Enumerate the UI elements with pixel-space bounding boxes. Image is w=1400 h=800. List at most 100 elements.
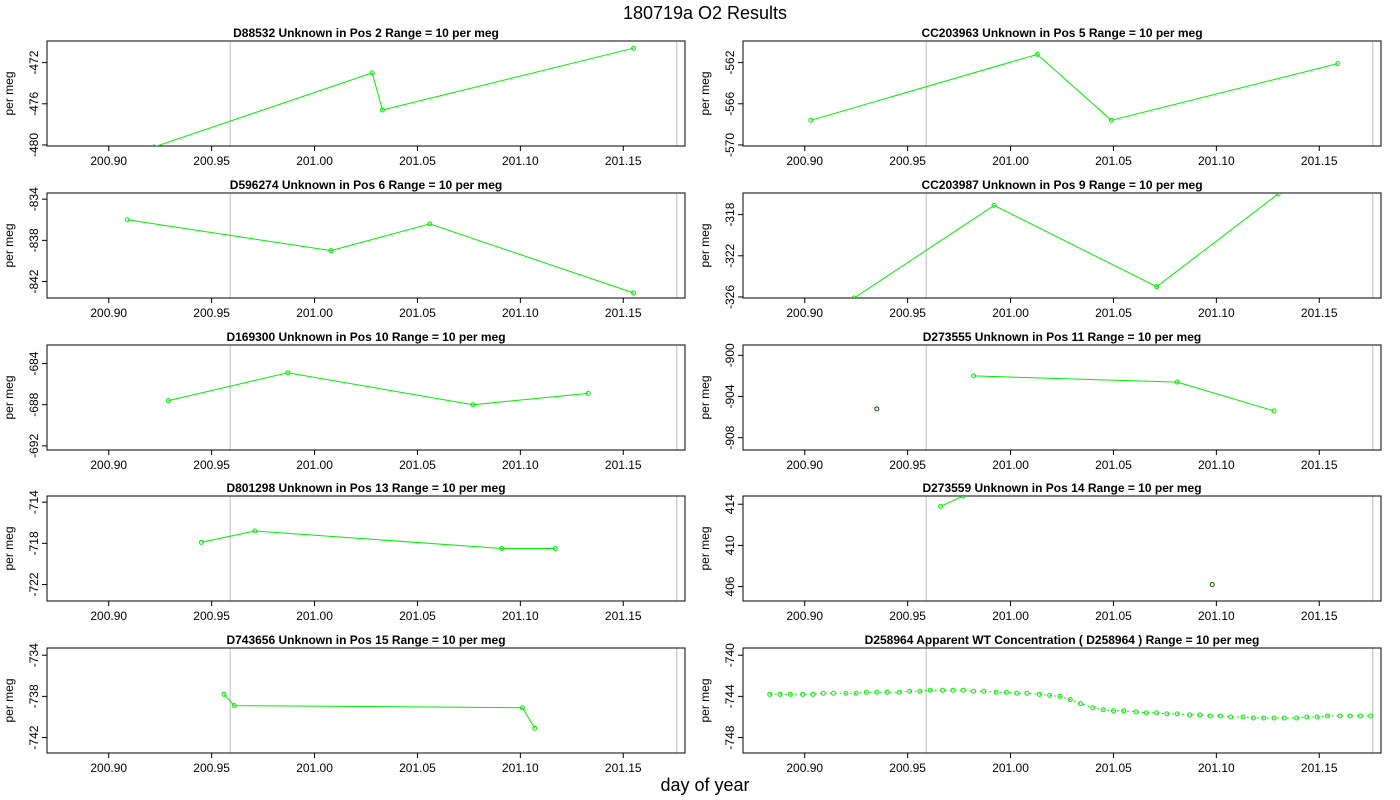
x-axis-label: day of year [660,775,749,795]
data-point [1240,714,1246,720]
x-tick-label: 201.10 [1198,761,1235,775]
y-tick-label: -722 [27,572,41,596]
data-point [1024,690,1030,696]
data-point [369,70,375,76]
data-point [1304,714,1310,720]
x-tick-label: 201.15 [605,154,642,168]
y-tick-label: 406 [723,576,737,596]
y-tick-label: -908 [723,425,737,449]
panel-title: D596274 Unknown in Pos 6 Range = 10 per … [230,178,502,192]
data-point [777,691,783,697]
data-point [810,691,816,697]
y-tick-label: -476 [27,91,41,115]
y-tick-label: 414 [723,494,737,514]
data-point [1034,51,1040,57]
data-point [884,689,890,695]
data-point [1337,713,1343,719]
outlier-point [1209,582,1215,588]
data-point [1357,713,1363,719]
y-tick-label: -748 [723,725,737,749]
y-tick-label: -570 [723,133,737,157]
y-tick-label: -688 [27,392,41,416]
y-tick-label: -738 [27,684,41,708]
data-point [1197,712,1203,718]
y-tick-label: -718 [27,531,41,555]
series-line [168,372,589,406]
x-tick-label: 201.00 [992,154,1029,168]
x-tick-label: 201.15 [1301,458,1338,472]
plot-frame [742,647,1382,754]
x-tick-label: 201.05 [399,154,436,168]
plot-frame [742,495,1382,602]
y-tick-label: -692 [27,434,41,458]
data-point [1347,713,1353,719]
y-axis-label: per meg [2,678,16,722]
data-point [285,370,291,376]
data-point [971,373,977,379]
data-point [1314,714,1320,720]
panel-title: D801298 Unknown in Pos 13 Range = 10 per… [226,481,505,495]
y-tick-label: -834 [27,187,41,211]
x-tick-label: 201.15 [1301,306,1338,320]
series-line [973,375,1275,412]
x-tick-label: 200.95 [193,306,230,320]
plot-frame [46,40,686,147]
x-tick-label: 201.00 [992,761,1029,775]
y-tick-label: 410 [723,535,737,555]
y-tick-label: -318 [723,202,737,226]
x-tick-label: 200.95 [193,609,230,623]
data-point [820,690,826,696]
data-point [1100,707,1106,713]
data-point [1078,701,1084,707]
x-tick-label: 201.00 [296,458,333,472]
panel-d596274: D596274 Unknown in Pos 6 Range = 10 per … [2,178,686,320]
y-axis-label: per meg [698,375,712,419]
x-tick-label: 201.10 [502,306,539,320]
data-point [1275,193,1281,197]
data-point [1271,715,1277,721]
data-point [252,528,258,534]
x-tick-label: 201.00 [296,154,333,168]
data-point [831,690,837,696]
x-tick-label: 201.10 [502,761,539,775]
data-point [896,689,902,695]
panel-title: CC203987 Unknown in Pos 9 Range = 10 per… [921,178,1202,192]
y-axis-label: per meg [2,526,16,570]
data-point [532,725,538,731]
data-point [470,402,476,408]
panel-title: D169300 Unknown in Pos 10 Range = 10 per… [226,330,505,344]
x-tick-label: 201.05 [1095,761,1132,775]
data-point [1281,715,1287,721]
x-tick-label: 201.10 [502,458,539,472]
data-point [552,546,558,551]
y-tick-label: -734 [27,643,41,667]
data-point [221,691,227,697]
data-point [1294,715,1300,721]
data-point [907,688,913,694]
data-point [427,221,433,227]
x-tick-label: 200.95 [193,458,230,472]
data-point [1154,284,1160,290]
series-line [853,193,1279,298]
x-tick-label: 201.05 [399,306,436,320]
x-tick-label: 201.05 [1095,154,1132,168]
data-point [1261,715,1267,721]
data-point [843,690,849,696]
data-point [151,144,157,146]
x-tick-label: 200.90 [786,458,823,472]
panel-cc203963: CC203963 Unknown in Pos 5 Range = 10 per… [698,26,1382,168]
x-tick-label: 201.05 [399,458,436,472]
plot-frame [742,192,1382,299]
panel-cc203987: CC203987 Unknown in Pos 9 Range = 10 per… [698,178,1382,320]
x-tick-label: 200.90 [786,154,823,168]
y-tick-label: -900 [723,343,737,367]
panel-title: D258964 Apparent WT Concentration ( D258… [865,633,1260,647]
series-line [127,219,634,294]
data-point [1207,713,1213,719]
x-tick-label: 200.90 [786,761,823,775]
data-point [1121,708,1127,714]
x-tick-label: 201.00 [992,306,1029,320]
main-title: 180719a O2 Results [623,3,787,23]
data-point [960,687,966,693]
y-tick-label: -842 [27,269,41,293]
